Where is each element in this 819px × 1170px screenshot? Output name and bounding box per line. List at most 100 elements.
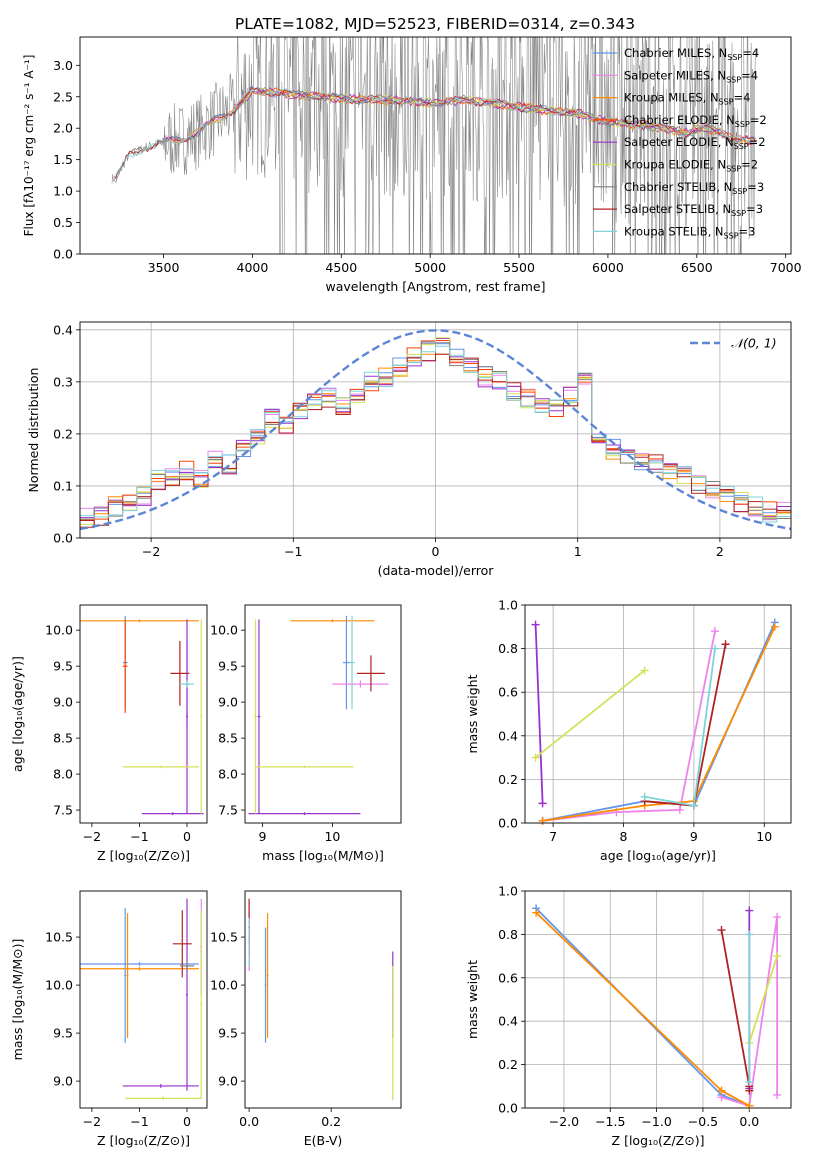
x-tick-label: −2 — [83, 829, 101, 844]
weight-marker-kroupa_miles — [717, 1086, 726, 1095]
y-tick-label: 9.0 — [218, 1074, 238, 1089]
x-tick-label: −2.0 — [549, 1114, 579, 1129]
y-axis-label: mass [log₁₀(M/M⊙)] — [10, 939, 25, 1061]
x-tick-label: −1 — [130, 1114, 148, 1129]
x-tick-label: −1 — [130, 829, 148, 844]
legend-subscript: SSP — [726, 75, 741, 84]
x-tick-label: 0 — [432, 544, 440, 559]
y-tick-label: 2.0 — [53, 121, 73, 136]
legend-label: Salpeter ELODIE, NSSP=2 — [624, 135, 766, 151]
weight-marker-kroupa_stelib — [711, 644, 719, 653]
weight-line-kroupa_elodie — [748, 955, 778, 1044]
spectrum-lines — [111, 37, 756, 254]
y-tick-label: 0.0 — [53, 531, 73, 546]
y-tick-label: 2.5 — [53, 89, 73, 104]
x-axis-label: wavelength [Angstrom, rest frame] — [325, 279, 545, 294]
weight-marker-kroupa_miles — [745, 1101, 754, 1110]
age_vs_Z-axes: −2 −1 0 7.5 8.0 8.5 9.0 9.5 10.0 Z [log₁₀(Z/Z⊙)] a… — [10, 623, 191, 863]
legend-suffix: =3 — [747, 180, 764, 194]
weight-marker-salpeter_elodie — [531, 620, 540, 629]
weight-marker-kroupa_stelib — [745, 1077, 754, 1086]
x-tick-label: −1.5 — [595, 1114, 625, 1129]
y-tick-label: 10.0 — [45, 978, 73, 993]
legend-suffix: =4 — [734, 91, 751, 105]
y-tick-label: 10.0 — [45, 623, 73, 638]
x-tick-label: −2 — [83, 1114, 101, 1129]
weight-line-salpeter_stelib — [720, 929, 751, 1091]
axes-frame — [524, 604, 792, 824]
x-tick-label: −1.0 — [641, 1114, 671, 1129]
x-axis-label: (data-model)/error — [378, 563, 495, 578]
legend-suffix: =2 — [741, 158, 758, 172]
legend-suffix: =3 — [746, 202, 763, 216]
x-tick-label: 0 — [183, 1114, 191, 1129]
weight-line-salpeter_miles — [542, 631, 716, 822]
weight-marker-kroupa_miles — [538, 816, 547, 825]
axes-frame — [244, 890, 402, 1109]
y-tick-label: 0.4 — [53, 322, 73, 337]
weight-marker-salpeter_miles — [773, 1090, 782, 1099]
x-tick-label: 0.0 — [739, 1114, 759, 1129]
y-tick-label: 7.5 — [218, 803, 238, 818]
legend-subscript: SSP — [719, 98, 734, 107]
x-tick-label: 8 — [620, 829, 628, 844]
y-tick-label: 0.5 — [53, 215, 73, 230]
y-axis-label: mass weight — [465, 960, 480, 1039]
legend-suffix: =2 — [750, 113, 767, 127]
y-tick-label: 0.8 — [498, 641, 518, 656]
y-tick-label: 9.0 — [53, 1074, 73, 1089]
weight-marker-salpeter_miles — [711, 627, 719, 636]
x-axis-label: Z [log₁₀(Z/Z⊙)] — [97, 1133, 190, 1148]
weight-marker-kroupa_miles — [532, 908, 541, 917]
legend-label: Salpeter MILES, NSSP=4 — [624, 68, 758, 84]
observed-spectrum — [111, 37, 756, 254]
x-tick-label: 4500 — [325, 260, 357, 275]
age_vs_mass-axes: 9 10 7.5 8.0 8.5 9.0 9.5 10.0 mass [log₁₀(M/M⊙)] — [210, 623, 384, 863]
axes-frame — [79, 36, 792, 255]
hist-step-salpeter_stelib — [80, 353, 791, 526]
weight-line-chabrier_miles — [535, 907, 750, 1107]
x-tick-label: 4000 — [237, 260, 269, 275]
axes-frame — [79, 890, 208, 1109]
x-axis-label: E(B-V) — [304, 1133, 343, 1148]
x-axis-label: mass [log₁₀(M/M⊙)] — [262, 848, 384, 863]
y-tick-label: 9.0 — [218, 695, 238, 710]
y-tick-label: 0.2 — [498, 772, 518, 787]
axes-frame — [244, 604, 402, 824]
y-tick-label: 1.0 — [53, 184, 73, 199]
x-tick-label: 10 — [756, 829, 772, 844]
weight-line-kroupa_elodie — [535, 669, 646, 759]
weight-marker-kroupa_elodie — [531, 753, 540, 762]
y-tick-label: 0.1 — [53, 478, 73, 493]
model-line-chabrier_stelib — [115, 86, 756, 183]
model-line-salpeter_stelib — [115, 86, 756, 179]
y-tick-label: 3.0 — [53, 58, 73, 73]
y-tick-label: 10.5 — [210, 930, 238, 945]
y-tick-label: 10.0 — [210, 978, 238, 993]
legend-suffix: =3 — [739, 224, 756, 238]
y-tick-label: 10.5 — [45, 930, 73, 945]
x-tick-label: 0.0 — [239, 1114, 259, 1129]
x-tick-label: −0.5 — [688, 1114, 718, 1129]
y-tick-label: 8.5 — [218, 731, 238, 746]
x-axis-label: Z [log₁₀(Z/Z⊙)] — [97, 848, 190, 863]
y-axis-label: age [log₁₀(age/yr)] — [10, 656, 25, 772]
weight-marker-kroupa_elodie — [773, 952, 782, 961]
gaussian-curve — [79, 329, 792, 531]
weight_vs_age-axes: 7 8 9 10 0.0 0.2 0.4 0.6 0.8 1.0 age [log₁₀(age/yr… — [465, 598, 791, 863]
y-tick-label: 10.0 — [210, 623, 238, 638]
mass_vs_ebv-axes: 0.0 0.2 9.0 9.5 10.0 10.5 E(B-V) — [210, 930, 342, 1148]
y-axis-label: Normed distribution — [26, 368, 41, 493]
weight-marker-kroupa_stelib — [640, 792, 649, 801]
model-line-kroupa_stelib — [115, 88, 756, 176]
legend-label: Kroupa ELODIE, NSSP=2 — [624, 158, 758, 174]
spectrum-axes: 3500 4000 4500 5000 5500 6000 6500 7000 0.0 0.5 1.… — [22, 55, 802, 294]
y-tick-label: 7.5 — [53, 803, 73, 818]
y-tick-label: 9.5 — [53, 1026, 73, 1041]
legend-label: Chabrier STELIB, NSSP=3 — [624, 180, 764, 196]
y-tick-label: 0.8 — [498, 927, 518, 942]
legend-subscript: SSP — [726, 165, 741, 174]
figure-title: PLATE=1082, MJD=52523, FIBERID=0314, z=0… — [235, 15, 635, 33]
axes-frame — [524, 890, 792, 1109]
